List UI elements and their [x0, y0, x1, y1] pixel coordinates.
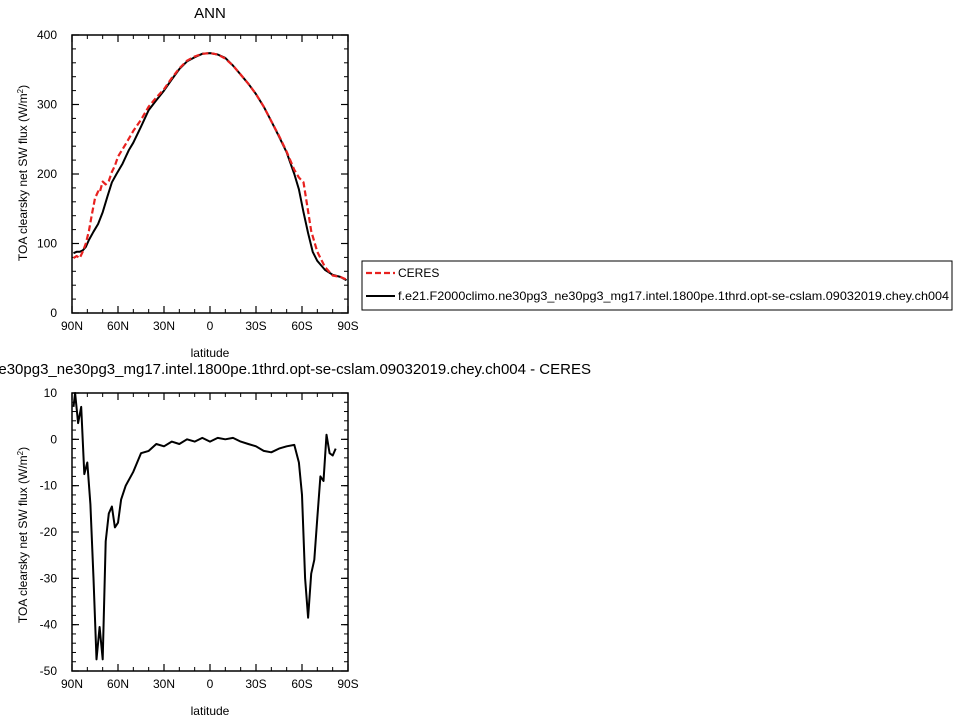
top-axes: 90N 60N 30N 0 30S 60S 90S 0 100 200 300 400 [37, 28, 359, 333]
x-tick-label: 30N [153, 677, 175, 691]
top-chart: ANN 90N 60N 30N 0 30S 60S 90S 0 100 200 300 400 lat… [16, 5, 359, 360]
top-series-group [72, 52, 347, 282]
y-tick-label: 0 [50, 306, 57, 320]
series-line-ceres [72, 52, 347, 281]
legend-label-ceres: CERES [398, 266, 439, 280]
y-tick-label: 100 [37, 237, 57, 251]
legend: CERES f.e21.F2000climo.ne30pg3_ne30pg3_m… [361, 260, 953, 311]
x-tick-label: 60N [107, 319, 129, 333]
top-y-axis-label: TOA clearsky net SW flux (W/m2) [16, 85, 30, 261]
legend-label-model: f.e21.F2000climo.ne30pg3_ne30pg3_mg17.in… [398, 289, 949, 303]
bottom-chart: f.e21.F2000climo.ne30pg3_ne30pg3_mg17.in… [0, 361, 591, 718]
top-x-axis-label: latitude [191, 346, 230, 360]
bottom-x-axis-label: latitude [191, 704, 230, 718]
x-tick-label: 90S [337, 677, 358, 691]
bottom-y-axis-label: TOA clearsky net SW flux (W/m2) [16, 447, 30, 623]
x-tick-label: 90S [337, 319, 358, 333]
y-tick-label: -50 [40, 664, 58, 678]
y-tick-label: 10 [44, 386, 58, 400]
x-tick-label: 30N [153, 319, 175, 333]
x-tick-label: 90N [61, 677, 83, 691]
x-tick-label: 90N [61, 319, 83, 333]
y-tick-label: 300 [37, 98, 57, 112]
bottom-plot-frame [71, 392, 349, 672]
series-line-f-e21-f2000c [73, 52, 347, 282]
bottom-chart-title: f.e21.F2000climo.ne30pg3_ne30pg3_mg17.in… [0, 361, 591, 378]
bottom-axes: 90N 60N 30N 0 30S 60S 90S -50 -40 -30 -20 -10 0 10 [40, 386, 359, 691]
top-plot-frame [71, 34, 349, 314]
x-tick-label: 30S [245, 677, 266, 691]
bottom-series-group [72, 392, 337, 661]
legend-box [361, 260, 953, 311]
y-tick-label: -40 [40, 618, 58, 632]
x-tick-label: 60N [107, 677, 129, 691]
y-tick-label: 200 [37, 167, 57, 181]
y-tick-label: 0 [50, 432, 57, 446]
y-tick-label: 400 [37, 28, 57, 42]
x-tick-label: 0 [207, 677, 214, 691]
x-tick-label: 0 [207, 319, 214, 333]
x-tick-label: 60S [291, 319, 312, 333]
x-tick-label: 30S [245, 319, 266, 333]
series-line-difference [72, 392, 337, 661]
y-tick-label: -10 [40, 479, 58, 493]
y-tick-label: -20 [40, 525, 58, 539]
top-chart-title: ANN [194, 5, 226, 22]
y-tick-label: -30 [40, 571, 58, 585]
x-tick-label: 60S [291, 677, 312, 691]
